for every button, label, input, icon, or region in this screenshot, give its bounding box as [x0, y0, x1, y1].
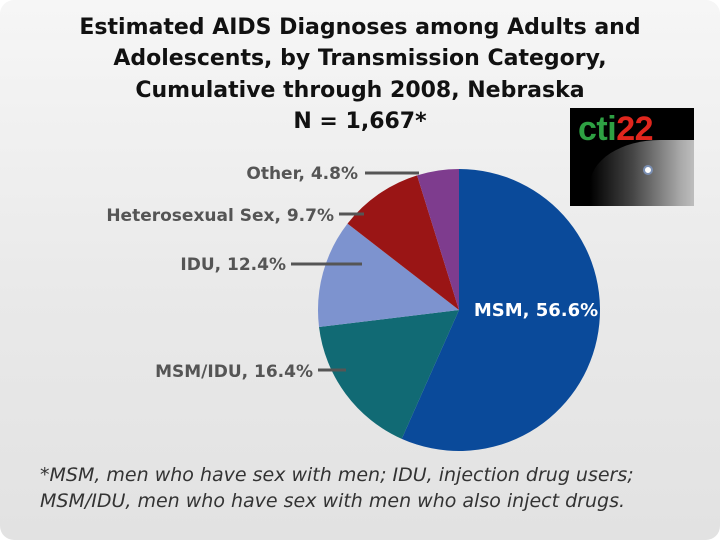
- chart-title: Estimated AIDS Diagnoses among Adults an…: [60, 12, 660, 138]
- logo-text-22: 22: [616, 110, 654, 148]
- data-label-heterosexual-sex: Heterosexual Sex, 9.7%: [106, 206, 334, 226]
- cti22-logo: cti22: [570, 108, 694, 206]
- pie-slice-other: [417, 169, 459, 310]
- pie-slice-heterosexual-sex: [347, 175, 459, 310]
- data-label-idu: IDU, 12.4%: [180, 255, 286, 275]
- pie-slice-idu: [318, 223, 459, 328]
- footnote: *MSM, men who have sex with men; IDU, in…: [40, 462, 700, 514]
- data-label-msm: MSM, 56.6%: [474, 300, 598, 321]
- footnote-line-2: MSM/IDU, men who have sex with men who a…: [40, 490, 626, 513]
- pie-slice-msm: [401, 169, 601, 452]
- logo-dot-icon: [643, 165, 653, 175]
- data-label-msm-idu: MSM/IDU, 16.4%: [155, 362, 313, 382]
- logo-text-cti: cti: [578, 110, 617, 148]
- title-line-4: N = 1,667*: [293, 109, 427, 135]
- pie-slice-msm-idu: [319, 310, 459, 439]
- data-label-other: Other, 4.8%: [246, 164, 358, 184]
- title-line-2: Adolescents, by Transmission Category,: [113, 46, 607, 72]
- title-line-3: Cumulative through 2008, Nebraska: [135, 77, 585, 103]
- footnote-line-1: *MSM, men who have sex with men; IDU, in…: [40, 464, 634, 486]
- title-line-1: Estimated AIDS Diagnoses among Adults an…: [79, 15, 641, 40]
- logo-text: cti22: [578, 110, 654, 149]
